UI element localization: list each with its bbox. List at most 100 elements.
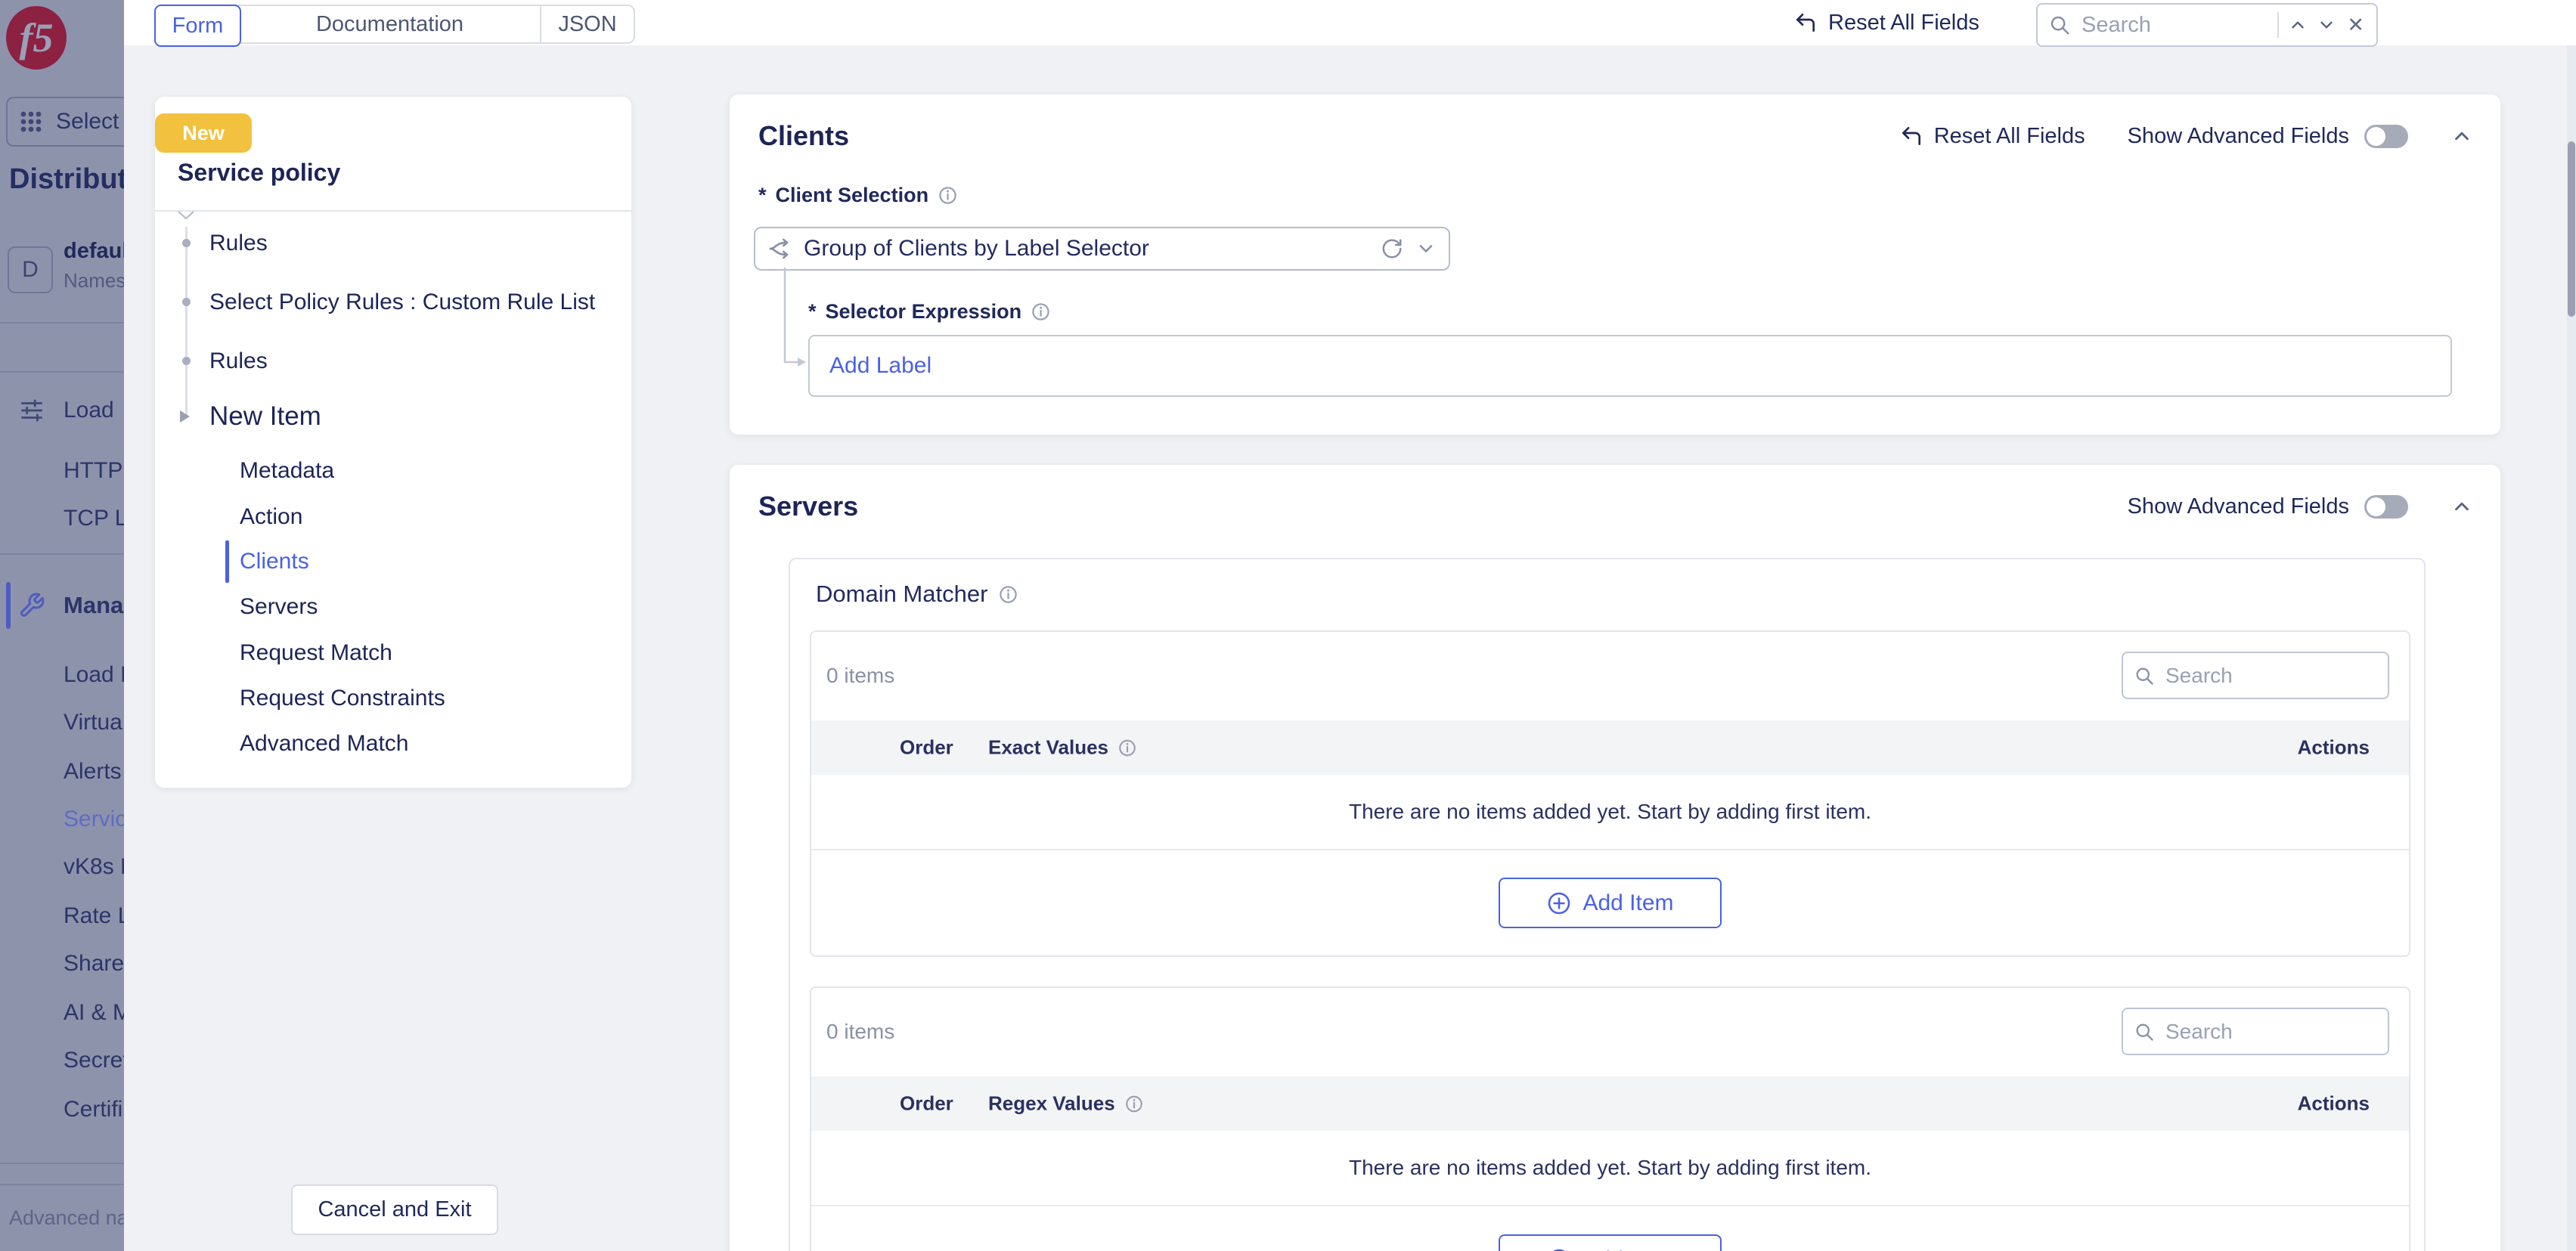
sidebar-item-shared[interactable]: Shared — [64, 951, 124, 976]
info-icon[interactable] — [998, 584, 1018, 605]
tab-json[interactable]: JSON — [558, 11, 617, 36]
tab-form[interactable]: Form — [154, 5, 241, 47]
sidebar-item-service-policies[interactable]: Servic — [64, 807, 124, 831]
empty-state-message: There are no items added yet. Start by a… — [811, 1131, 2409, 1206]
toggle-knob — [2367, 126, 2385, 146]
global-search-box: ✕ — [2036, 3, 2378, 47]
servers-header: Servers Show Advanced Fields — [758, 485, 2473, 528]
table-search-input[interactable] — [2164, 662, 2377, 689]
collapse-notch-icon[interactable] — [178, 211, 194, 220]
namespace-type-label: Names — [64, 269, 124, 292]
add-item-label: Add Item — [1582, 890, 1674, 915]
undo-icon — [1796, 14, 1815, 32]
wrench-icon — [20, 593, 45, 617]
namespace-select-button[interactable]: Select — [6, 97, 124, 147]
namespace-initial: D — [22, 257, 39, 282]
cancel-and-exit-button[interactable]: Cancel and Exit — [291, 1184, 498, 1235]
sidebar-item-http[interactable]: HTTP — [64, 458, 123, 483]
add-item-button[interactable]: Add Item — [1499, 1234, 1722, 1251]
domain-matcher-label: Domain Matcher — [816, 581, 1018, 608]
clients-advanced-toggle[interactable] — [2364, 124, 2408, 148]
sidebar-item-rate-limiter[interactable]: Rate L — [64, 903, 124, 928]
sidebar-item-certificates[interactable]: Certifi — [64, 1097, 123, 1122]
chevron-down-icon[interactable] — [2317, 15, 2336, 35]
column-order: Order — [900, 735, 953, 759]
close-icon[interactable]: ✕ — [2347, 13, 2364, 36]
sidebar-divider — [0, 553, 124, 555]
scrollbar-track[interactable] — [2567, 45, 2576, 1251]
table-footer: Add Item — [811, 1206, 2409, 1251]
column-regex-values-text: Regex Values — [988, 1092, 1115, 1115]
plus-circle-icon — [1548, 892, 1570, 914]
chevron-down-icon[interactable] — [1415, 238, 1437, 259]
reset-all-fields-button[interactable]: Reset All Fields — [1793, 0, 1979, 45]
substep-clients[interactable]: Clients — [240, 549, 309, 574]
plus-circle-icon — [1552, 1249, 1566, 1251]
substep-request-constraints[interactable]: Request Constraints — [240, 686, 445, 711]
tree-bullet — [182, 239, 191, 247]
namespace-avatar: D — [8, 246, 53, 293]
table-header-row: Order Regex Values Actions — [811, 1076, 2409, 1131]
sidebar-divider — [0, 1184, 124, 1185]
sidebar-item-virtual[interactable]: Virtua — [64, 710, 122, 735]
table-search-box — [2122, 652, 2389, 699]
sidebar-heading: Distribut — [9, 163, 124, 195]
scrollbar-thumb[interactable] — [2568, 141, 2575, 317]
advanced-nav-label[interactable]: Advanced nav — [9, 1206, 124, 1229]
wizard-divider — [155, 210, 631, 212]
add-item-button[interactable]: Add Item — [1499, 878, 1722, 928]
clients-collapse-button[interactable] — [2450, 125, 2473, 147]
reset-all-fields-label: Reset All Fields — [1828, 10, 1979, 35]
active-section-indicator — [6, 582, 11, 629]
servers-advanced-toggle[interactable] — [2364, 494, 2408, 519]
chevron-up-icon — [2455, 502, 2469, 511]
toggle-knob — [2367, 497, 2385, 516]
info-icon[interactable] — [938, 185, 958, 206]
substep-advanced-match[interactable]: Advanced Match — [240, 731, 409, 756]
clients-section: Clients Reset All Fields Show Advanced F… — [730, 94, 2500, 435]
sidebar-item-load[interactable]: Load — [64, 398, 114, 423]
sidebar-item-manage[interactable]: Mana — [64, 592, 124, 618]
substep-request-match[interactable]: Request Match — [240, 640, 392, 665]
view-tabs: Form Documentation JSON — [154, 5, 635, 47]
tab-documentation[interactable]: Documentation — [240, 6, 541, 42]
wizard-title: Service policy — [178, 159, 341, 186]
chevron-up-icon[interactable] — [2288, 15, 2308, 35]
refresh-icon[interactable] — [1381, 237, 1403, 260]
substep-metadata[interactable]: Metadata — [240, 458, 335, 483]
client-selection-dropdown[interactable]: Group of Clients by Label Selector — [754, 227, 1450, 271]
substep-action[interactable]: Action — [240, 504, 303, 529]
search-input[interactable] — [2080, 11, 2269, 39]
sidebar-item-alerts[interactable]: Alerts — [64, 759, 122, 784]
step-select-policy-rules[interactable]: Select Policy Rules : Custom Rule List — [209, 290, 596, 314]
field-connector-line — [783, 268, 806, 367]
sidebar-item-vk8s[interactable]: vK8s N — [64, 854, 124, 879]
tree-bullet — [182, 298, 191, 306]
clients-reset-fields-button[interactable]: Reset All Fields — [1899, 124, 2085, 149]
step-rules-1[interactable]: Rules — [209, 231, 268, 255]
clients-title: Clients — [758, 120, 850, 151]
column-regex-values: Regex Values — [988, 1092, 1144, 1116]
left-sidebar: f5 Select Distribut D defaul Names Load — [0, 0, 124, 1251]
client-selection-label-text: Client Selection — [775, 184, 929, 206]
sidebar-item-ai-ml[interactable]: AI & M — [64, 1000, 124, 1025]
step-new-item[interactable]: New Item — [209, 401, 321, 431]
required-asterisk: * — [758, 184, 767, 206]
sidebar-item-load-balancers[interactable]: Load B — [64, 662, 124, 687]
sidebar-item-tcp[interactable]: TCP L — [64, 506, 124, 531]
search-icon — [2136, 1023, 2153, 1041]
substep-servers[interactable]: Servers — [240, 594, 318, 619]
search-icon — [2051, 16, 2069, 35]
add-item-label: Add Item — [1582, 1247, 1673, 1251]
step-rules-2[interactable]: Rules — [209, 348, 268, 373]
info-icon[interactable] — [1031, 302, 1051, 322]
servers-collapse-button[interactable] — [2450, 495, 2473, 518]
search-icon — [2136, 667, 2153, 685]
info-icon[interactable] — [1124, 1094, 1144, 1113]
info-icon[interactable] — [1118, 738, 1137, 757]
selector-expression-label-text: Selector Expression — [825, 300, 1022, 323]
selector-expression-input[interactable] — [808, 335, 2452, 397]
table-search-input[interactable] — [2164, 1018, 2377, 1045]
domain-matcher-group: Domain Matcher 0 items — [789, 558, 2426, 1251]
sidebar-item-secrets[interactable]: Secret — [64, 1048, 124, 1073]
